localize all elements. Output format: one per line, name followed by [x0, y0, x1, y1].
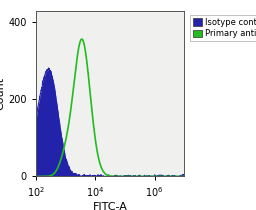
Legend: Isotype control, Primary antibody: Isotype control, Primary antibody [190, 15, 256, 41]
X-axis label: FITC-A: FITC-A [93, 202, 127, 210]
Y-axis label: Count: Count [0, 77, 6, 110]
